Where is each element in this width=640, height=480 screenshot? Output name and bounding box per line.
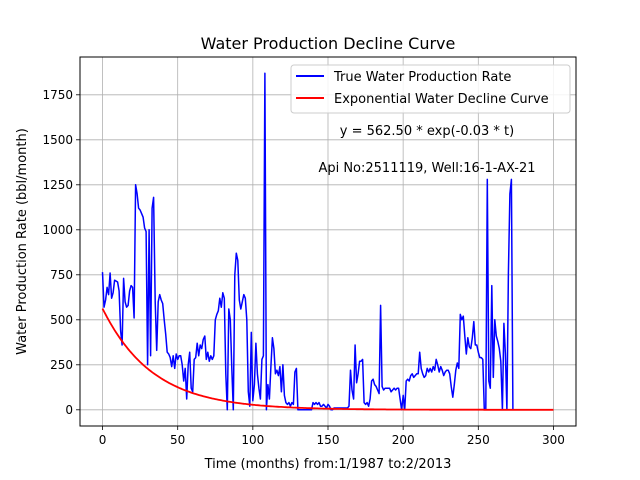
x-tick-label: 150 xyxy=(317,433,340,447)
series-exponential-water-decline-curve xyxy=(101,308,554,411)
legend: True Water Production Rate Exponential W… xyxy=(290,64,571,114)
y-tick-label: 500 xyxy=(50,313,73,327)
chart-title: Water Production Decline Curve xyxy=(201,34,456,53)
y-tick-label: 1000 xyxy=(42,223,73,237)
well-annotation: Api No:2511119, Well:16-1-AX-21 xyxy=(318,161,535,176)
x-tick-label: 100 xyxy=(241,433,264,447)
grid-lines xyxy=(80,57,576,426)
x-tick-label: 250 xyxy=(467,433,490,447)
y-axis-label: Water Production Rate (bbl/month) xyxy=(15,128,30,355)
x-axis-label: Time (months) from:1/1987 to:2/2013 xyxy=(204,457,452,472)
y-tick-label: 0 xyxy=(65,403,73,417)
series-true-water-production-rate xyxy=(101,72,554,411)
x-tick-label: 300 xyxy=(542,433,565,447)
legend-label-true-rate: True Water Production Rate xyxy=(333,70,511,85)
y-tick-label: 1250 xyxy=(42,178,73,192)
y-tick-label: 750 xyxy=(50,268,73,282)
axis-ticks: 0 50 100 150 200 250 300 0 250 500 750 1000 1250 1500… xyxy=(42,88,564,447)
plot-lines xyxy=(101,72,554,411)
equation-annotation: y = 562.50 * exp(-0.03 * t) xyxy=(340,124,514,139)
y-tick-label: 1500 xyxy=(42,133,73,147)
x-tick-label: 200 xyxy=(392,433,415,447)
x-tick-label: 0 xyxy=(99,433,107,447)
y-tick-label: 250 xyxy=(50,358,73,372)
y-tick-label: 1750 xyxy=(42,88,73,102)
x-tick-label: 50 xyxy=(170,433,185,447)
legend-label-decline-curve: Exponential Water Decline Curve xyxy=(334,92,549,107)
legend-box xyxy=(290,64,571,114)
